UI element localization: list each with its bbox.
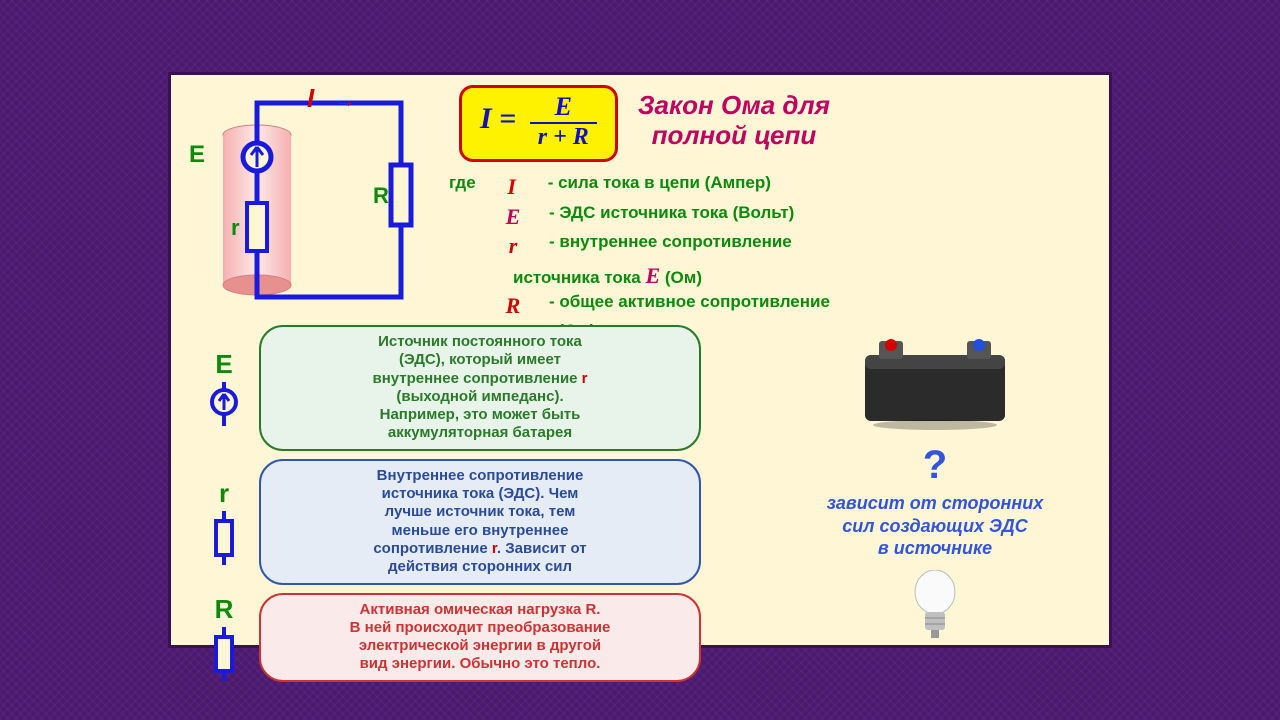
boxr-l2: источника тока (ЭДС). Чем <box>273 485 687 503</box>
formula-box: I = E r + R <box>459 85 618 162</box>
info-box-R: Активная омическая нагрузка R. В ней про… <box>259 593 701 682</box>
boxE-l5: Например, это может быть <box>273 406 687 424</box>
boxr-l3: лучше источник тока, тем <box>273 503 687 521</box>
resistor-icon <box>212 511 236 565</box>
boxr-l6: действия сторонних сил <box>273 558 687 576</box>
circuit-diagram: I → E r R <box>189 85 419 315</box>
where-label: где <box>449 172 476 202</box>
title-line2: полной цепи <box>638 121 830 151</box>
boxr-l5c: . Зависит от <box>497 540 587 557</box>
resistor-icon <box>212 627 236 681</box>
boxR-l1: Активная омическая нагрузка R. <box>273 601 687 619</box>
formula-lhs: I = <box>480 102 516 135</box>
boxE-l1: Источник постоянного тока <box>273 333 687 351</box>
lightbulb-icon <box>785 570 1085 642</box>
boxr-sym: r <box>219 478 229 509</box>
boxE-l3a: внутреннее сопротивление <box>372 370 581 387</box>
def-I-sym: I <box>484 172 540 202</box>
def-r-E: E <box>645 263 660 288</box>
depends-l1: зависит от сторонних <box>785 492 1085 515</box>
question-mark-icon: ? <box>785 443 1085 488</box>
depends-text: зависит от сторонних сил создающих ЭДС в… <box>785 492 1085 560</box>
def-r-sym: r <box>485 231 541 261</box>
emf-source-icon <box>208 382 240 426</box>
depends-l2: сил создающих ЭДС <box>785 515 1085 538</box>
current-label: I <box>307 83 314 114</box>
circuit-label-R: R <box>373 183 389 209</box>
def-r-cont: источника тока <box>513 268 641 287</box>
slide: I → E r R <box>168 72 1112 648</box>
symbol-r-col: r <box>189 478 259 565</box>
boxR-l4: вид энергии. Обычно это тепло. <box>273 655 687 673</box>
info-box-E: Источник постоянного тока (ЭДС), который… <box>259 325 701 451</box>
def-R-text: общее активное сопротивление <box>559 292 830 311</box>
boxr-l4: меньше его внутреннее <box>273 522 687 540</box>
boxR-sym: R <box>215 594 234 625</box>
boxE-l4: (выходной импеданс). <box>273 388 687 406</box>
info-box-r: Внутреннее сопротивление источника тока … <box>259 459 701 585</box>
circuit-label-r: r <box>231 215 240 241</box>
symbol-R-col: R <box>189 594 259 681</box>
boxR-l2: В ней происходит преобразование <box>273 619 687 637</box>
boxR-l3: электрической энергии в другой <box>273 637 687 655</box>
title-line1: Закон Ома для <box>638 91 830 121</box>
formula-and-defs: I = E r + R Закон Ома для полной цепи гд… <box>433 85 1091 315</box>
formula-denominator: r + R <box>530 124 597 151</box>
boxE-l3b: r <box>582 370 588 387</box>
def-E-sym: E <box>485 202 541 232</box>
def-I-text: сила тока в цепи (Ампер) <box>558 173 771 192</box>
def-r-text: внутреннее сопротивление <box>559 232 791 251</box>
right-column: ? зависит от сторонних сил создающих ЭДС… <box>785 331 1085 642</box>
depends-l3: в источнике <box>785 537 1085 560</box>
battery-icon <box>785 331 1085 431</box>
boxE-l2: (ЭДС), который имеет <box>273 351 687 369</box>
circuit-label-E: E <box>189 141 205 169</box>
symbol-E-col: E <box>189 349 259 426</box>
boxE-sym: E <box>215 349 232 380</box>
symbol-definitions: где I - сила тока в цепи (Ампер) E - ЭДС… <box>449 172 1091 343</box>
boxr-l1: Внутреннее сопротивление <box>273 467 687 485</box>
boxE-l6: аккумуляторная батарея <box>273 424 687 442</box>
def-r-unit: (Ом) <box>665 268 702 287</box>
formula-numerator: E <box>530 92 597 124</box>
law-title: Закон Ома для полной цепи <box>638 91 830 151</box>
top-section: I → E r R <box>189 85 1091 315</box>
def-R-sym: R <box>485 291 541 321</box>
boxr-l5a: сопротивление <box>373 540 492 557</box>
current-arrow-icon: → <box>334 87 356 113</box>
def-E-text: ЭДС источника тока (Вольт) <box>559 203 794 222</box>
